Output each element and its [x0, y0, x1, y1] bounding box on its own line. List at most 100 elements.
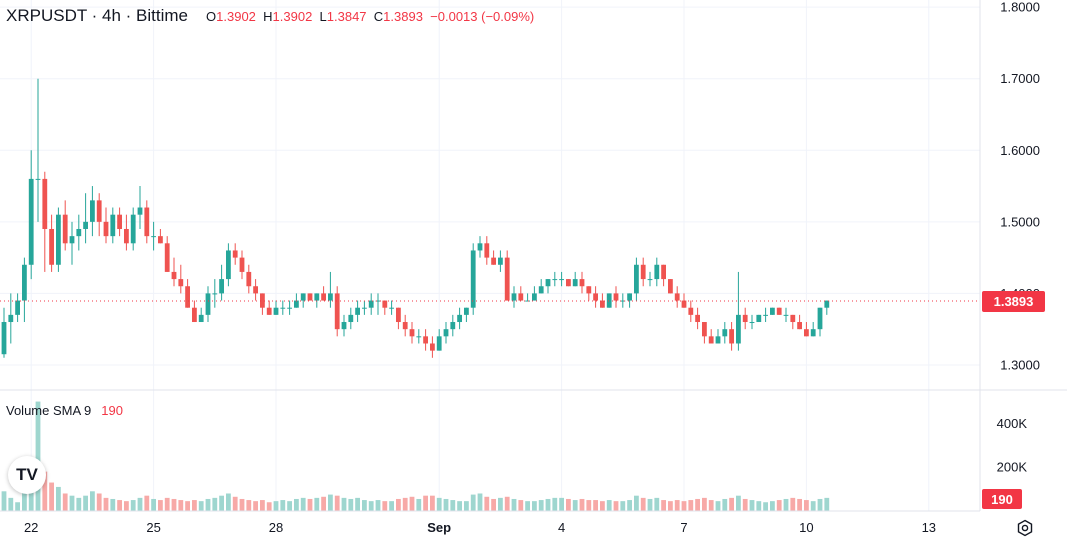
pane-separators [0, 0, 1067, 512]
volume-bar [654, 497, 660, 511]
candle-body [355, 307, 360, 315]
volume-bar [273, 501, 279, 511]
volume-legend[interactable]: Volume SMA 9 190 [6, 403, 123, 418]
volume-bar [736, 495, 741, 511]
volume-bar [362, 500, 367, 511]
candle-body [790, 314, 796, 323]
volume-bar [559, 497, 564, 511]
volume-bar [260, 500, 265, 511]
symbol-title[interactable]: XRPUSDT · 4h · Bittime [6, 6, 189, 25]
volume-bar [69, 495, 75, 511]
volume-bar [96, 493, 102, 511]
candle-body [559, 279, 564, 281]
volume-bar [396, 498, 401, 511]
volume-bar [341, 497, 347, 511]
volume-bar [742, 498, 748, 511]
volume-bar [178, 500, 184, 511]
candle-body [423, 336, 428, 344]
time-axis[interactable]: 22 25 28 Sep 4 7 10 13 [24, 520, 936, 535]
candle-body [294, 300, 299, 308]
candle-body [375, 300, 381, 302]
volume-bar [450, 500, 456, 511]
candle-body [69, 236, 75, 244]
candle-body [266, 307, 272, 315]
volume-bar [151, 498, 156, 511]
candle-body [443, 329, 449, 337]
volume-bar [776, 500, 782, 511]
candle-body [491, 257, 496, 265]
candle-body [110, 214, 116, 237]
volume-bar [470, 494, 476, 511]
candle-body [409, 329, 415, 337]
volume-bar [817, 498, 823, 511]
volume-bar [477, 493, 483, 511]
price-tick-label: 1.7000 [1000, 71, 1040, 86]
volume-bar [416, 498, 422, 511]
candle-body [205, 293, 211, 315]
candle-body [477, 243, 483, 251]
candle-body [627, 293, 632, 301]
candle-body [226, 250, 231, 280]
candle-body [90, 200, 95, 222]
low-value: 1.3847 [326, 8, 367, 24]
candle-body [770, 307, 775, 315]
volume-bar [586, 500, 592, 511]
volume-bar [545, 498, 551, 511]
candle-body [130, 214, 136, 244]
volume-bar [124, 501, 129, 511]
volume-axis[interactable]: 400K 200K [997, 416, 1028, 475]
volume-bar [49, 482, 54, 511]
candle-body [552, 279, 558, 281]
volume-bar [212, 497, 218, 511]
candle-body [674, 293, 680, 301]
candle-body [708, 336, 714, 344]
candle-body [810, 329, 816, 337]
close-value: 1.3893 [383, 8, 423, 24]
volume-bar [110, 498, 116, 511]
candle-body [715, 336, 721, 344]
candle-body [219, 279, 224, 294]
candle-body [504, 257, 510, 301]
volume-bar [35, 401, 41, 511]
volume-bar [661, 500, 666, 511]
volume-bar [552, 497, 558, 511]
candle-body [402, 322, 408, 330]
candle-body [416, 336, 422, 338]
candle-body [606, 293, 612, 308]
volume-bar [382, 501, 388, 511]
volume-bar [498, 497, 503, 511]
candle-body [124, 228, 129, 244]
candle-body [804, 329, 809, 337]
candle-body [620, 300, 626, 302]
time-tick-label: 4 [558, 520, 565, 535]
volume-bar [409, 496, 415, 511]
volume-bar [681, 501, 687, 511]
last-price-label: 1.3893 [982, 291, 1045, 312]
candle-body [586, 286, 592, 294]
volume-bar [756, 501, 762, 511]
candle-body [681, 300, 687, 308]
tradingview-logo-icon[interactable]: TV [8, 456, 46, 494]
volume-bar [90, 491, 95, 511]
settings-button[interactable] [1014, 517, 1036, 539]
candle-body [634, 264, 639, 294]
candle-body [83, 221, 88, 229]
time-tick-label: 25 [146, 520, 160, 535]
candle-body [654, 264, 660, 280]
candle-body [695, 314, 700, 323]
candle-body [647, 279, 653, 281]
volume-bar [334, 495, 340, 511]
volume-bar [300, 497, 306, 511]
symbol-legend: XRPUSDT · 4h · Bittime O1.3902 H1.3902 L… [6, 6, 534, 26]
volume-bar [668, 501, 673, 511]
candle-body [396, 307, 401, 323]
candle-body [1, 322, 7, 355]
candle-body [593, 293, 598, 301]
volume-bar [328, 494, 333, 511]
candle-body [273, 307, 279, 315]
volume-bar [504, 496, 510, 511]
volume-bar [42, 471, 48, 511]
volume-bar [606, 500, 612, 511]
